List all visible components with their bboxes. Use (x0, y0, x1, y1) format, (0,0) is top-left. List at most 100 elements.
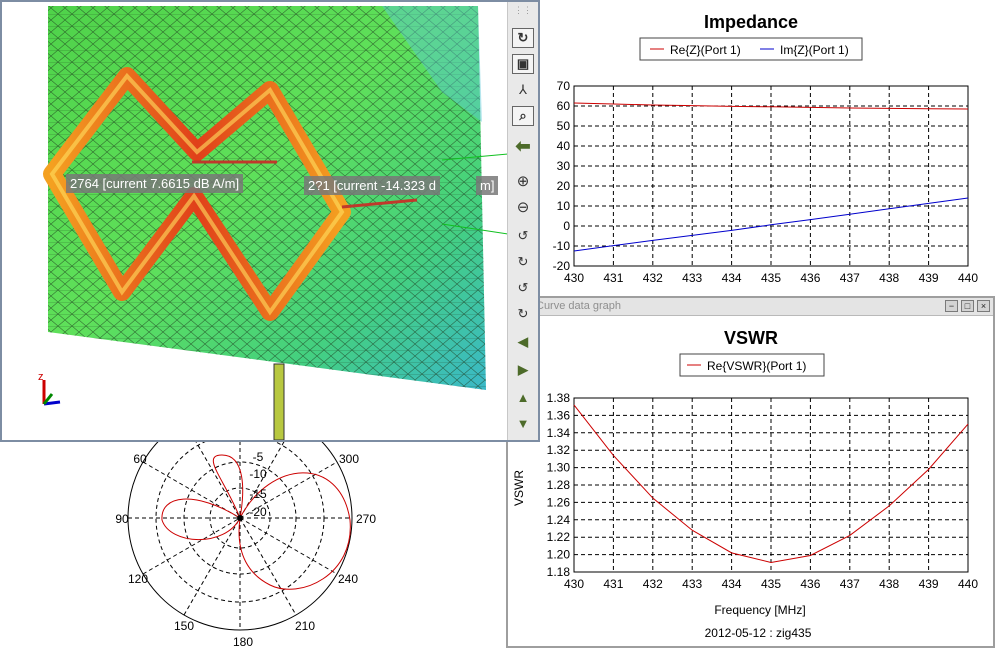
minimize-button[interactable]: − (945, 300, 958, 312)
polar-angle-label: 150 (174, 619, 194, 633)
x-tick-label: 436 (800, 577, 820, 591)
y-tick-label: 70 (557, 79, 571, 93)
vswr-title: VSWR (724, 328, 778, 348)
pan-down-icon[interactable]: ▼ (516, 416, 530, 431)
x-tick-label: 430 (564, 271, 584, 285)
rotate-theta-ccw-icon[interactable]: ↺ (517, 280, 529, 295)
pan-right-icon[interactable]: ▶ (518, 362, 528, 377)
y-tick-label: 1.28 (547, 478, 571, 492)
vswr-legend: Re{VSWR}(Port 1) (679, 353, 825, 377)
x-tick-label: 440 (958, 271, 978, 285)
impedance-title: Impedance (704, 12, 798, 32)
polar-radial-label: -20 (249, 505, 267, 519)
y-tick-label: 1.38 (547, 391, 571, 405)
y-tick-label: 30 (557, 159, 571, 173)
zoom-region-icon[interactable]: ⌕ (512, 106, 534, 126)
y-tick-label: 1.36 (547, 408, 571, 422)
polar-angle-label: 240 (338, 572, 358, 586)
grip-icon[interactable]: ⋮⋮ (514, 5, 532, 15)
x-tick-label: 438 (879, 271, 899, 285)
x-tick-label: 435 (761, 577, 781, 591)
y-tick-label: -20 (553, 259, 571, 273)
vswr-window-titlebar[interactable]: Curve data graph − □ × (508, 298, 993, 316)
x-tick-label: 439 (919, 577, 939, 591)
y-tick-label: 50 (557, 119, 571, 133)
rotate-z-icon[interactable]: ↻ (512, 28, 534, 48)
current-view-window: z 2764 [current 7.6615 dB A/m] 2?1 [curr… (0, 0, 540, 442)
y-tick-label: 1.30 (547, 461, 571, 475)
legend-label-vswr: Re{VSWR}(Port 1) (707, 359, 806, 373)
zoom-fit-icon[interactable]: ▣ (512, 54, 534, 74)
pan-up-icon[interactable]: ▲ (516, 390, 530, 405)
legend-label-re: Re{Z}(Port 1) (670, 43, 741, 57)
polar-center (237, 515, 243, 521)
y-tick-label: 60 (557, 99, 571, 113)
current-view-canvas[interactable]: z (2, 2, 508, 440)
impedance-plot-area: 430 431 432 433 434 435 436 437 438 439 440 70 60 50 4… (553, 79, 979, 285)
view-toolbar: ⋮⋮ ↻ ▣ ⅄ ⌕ ⬅ ⊕ ⊖ ↺ ↻ ↺ ↻ ◀ ▶ ▲ ▼ (507, 2, 538, 440)
polar-angle-label: 90 (115, 512, 129, 526)
pan-left-icon[interactable]: ◀ (518, 334, 528, 349)
axis-z-label: z (38, 371, 44, 383)
feed-line (341, 198, 418, 209)
series-line-1 (573, 197, 969, 252)
x-tick-label: 433 (682, 271, 702, 285)
x-tick-label: 434 (722, 577, 742, 591)
y-tick-label: 1.26 (547, 495, 571, 509)
y-tick-label: 1.18 (547, 565, 571, 579)
x-tick-label: 433 (682, 577, 702, 591)
rotate-phi-cw-icon[interactable]: ↻ (517, 254, 529, 269)
polar-pattern-curve (161, 454, 351, 590)
y-tick-label: 1.22 (547, 530, 571, 544)
x-tick-label: 430 (564, 577, 584, 591)
x-tick-label: 436 (800, 271, 820, 285)
back-icon[interactable]: ⬅ (515, 136, 531, 156)
y-tick-label: 1.32 (547, 443, 571, 457)
y-tick-label: 20 (557, 179, 571, 193)
label-leader (441, 153, 508, 161)
polar-angle-label: 270 (356, 512, 376, 526)
x-tick-label: 431 (603, 271, 623, 285)
rotate-theta-cw-icon[interactable]: ↻ (517, 306, 529, 321)
y-tick-label: 1.24 (547, 513, 571, 527)
current-label-1: 2764 [current 7.6615 dB A/m] (66, 174, 244, 193)
vswr-caption: 2012-05-12 : zig435 (705, 626, 812, 640)
x-tick-label: 432 (643, 271, 663, 285)
y-tick-label: 0 (563, 219, 570, 233)
x-tick-label: 438 (879, 577, 899, 591)
polar-pattern: 60 300 90 270 120 240 150 210 180 -5 -10… (115, 440, 376, 649)
axes-icon[interactable]: ⅄ (519, 82, 527, 97)
series-line-0 (573, 102, 969, 110)
zoom-in-icon[interactable]: ⊕ (516, 173, 530, 190)
vswr-xlabel: Frequency [MHz] (714, 603, 805, 617)
polar-angle-label: 180 (233, 635, 253, 649)
maximize-button[interactable]: □ (961, 300, 974, 312)
legend-label-im: Im{Z}(Port 1) (780, 43, 849, 57)
rotate-phi-ccw-icon[interactable]: ↺ (517, 228, 529, 243)
current-label-2: 2?1 [current -14.323 d (304, 176, 440, 195)
plate-top-right-region (382, 6, 482, 122)
vswr-ylabel: VSWR (512, 470, 526, 506)
close-button[interactable]: × (977, 300, 990, 312)
feed-stub (273, 363, 285, 440)
polar-radial-label: -15 (249, 487, 267, 501)
series-line-0 (573, 404, 969, 563)
plot-frame (573, 85, 969, 267)
vswr-plot-area: 430 431 432 433 434 435 436 437 438 439 440 1.38 1.3… (547, 391, 979, 591)
y-tick-label: 1.34 (547, 426, 571, 440)
y-tick-label: -10 (553, 239, 571, 253)
y-tick-label: 1.20 (547, 548, 571, 562)
y-tick-label: 40 (557, 139, 571, 153)
y-tick-label: 10 (557, 199, 571, 213)
x-tick-label: 432 (643, 577, 663, 591)
x-tick-label: 437 (840, 577, 860, 591)
x-tick-label: 437 (840, 271, 860, 285)
polar-angle-label: 60 (133, 452, 147, 466)
x-tick-label: 435 (761, 271, 781, 285)
antenna-trace-highlight (49, 72, 345, 316)
plate-mesh (48, 6, 486, 390)
label-leader (441, 223, 508, 235)
polar-angle-label: 120 (128, 572, 148, 586)
polar-angle-label: 210 (295, 619, 315, 633)
zoom-out-icon[interactable]: ⊖ (516, 199, 530, 216)
